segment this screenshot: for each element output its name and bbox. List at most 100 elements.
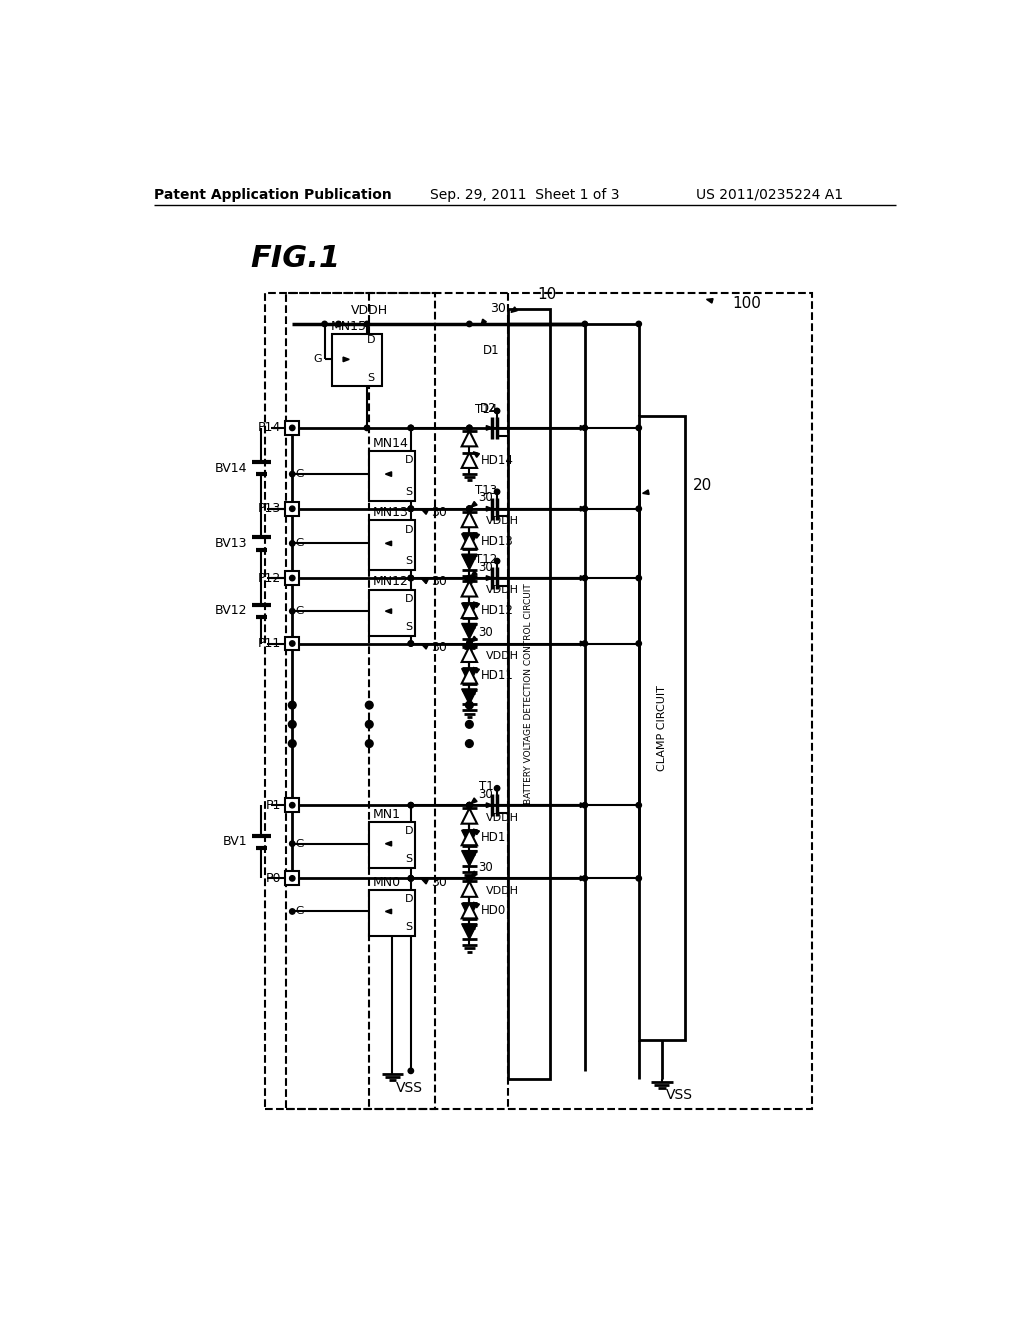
Circle shape: [366, 701, 373, 709]
Text: VDDH: VDDH: [486, 651, 519, 661]
Text: D: D: [406, 826, 414, 837]
Circle shape: [583, 425, 588, 430]
Polygon shape: [462, 533, 477, 549]
Polygon shape: [581, 642, 587, 645]
Circle shape: [366, 721, 373, 729]
Circle shape: [409, 875, 414, 880]
Text: MN14: MN14: [373, 437, 409, 450]
Circle shape: [466, 701, 473, 709]
Text: S: S: [406, 622, 413, 631]
Circle shape: [409, 425, 414, 430]
Circle shape: [290, 506, 295, 511]
Polygon shape: [581, 803, 587, 808]
Polygon shape: [462, 603, 477, 619]
Circle shape: [636, 321, 641, 326]
Circle shape: [636, 425, 641, 430]
Text: VDDH: VDDH: [486, 813, 519, 822]
Text: T13: T13: [475, 483, 498, 496]
Polygon shape: [462, 581, 477, 597]
Text: G: G: [295, 838, 304, 849]
Text: CLAMP CIRCUIT: CLAMP CIRCUIT: [656, 685, 667, 771]
Circle shape: [583, 321, 588, 326]
Polygon shape: [643, 490, 649, 495]
Circle shape: [467, 321, 472, 326]
Circle shape: [290, 875, 295, 880]
Text: 30: 30: [431, 506, 446, 519]
Circle shape: [366, 739, 373, 747]
Text: 30: 30: [478, 626, 494, 639]
Text: BV14: BV14: [215, 462, 248, 475]
Text: T14: T14: [475, 403, 498, 416]
Text: 20: 20: [692, 478, 712, 494]
Text: 10: 10: [538, 288, 556, 302]
Text: HD13: HD13: [481, 535, 514, 548]
Text: 30: 30: [478, 788, 494, 801]
Circle shape: [290, 576, 295, 581]
Text: VSS: VSS: [396, 1081, 423, 1094]
Text: T12: T12: [475, 553, 498, 566]
Circle shape: [467, 875, 472, 880]
Circle shape: [467, 506, 472, 511]
Text: G: G: [295, 606, 304, 616]
Circle shape: [467, 576, 472, 581]
Polygon shape: [462, 668, 477, 684]
Text: 30: 30: [478, 491, 494, 504]
Text: VSS: VSS: [666, 1089, 692, 1102]
Polygon shape: [473, 451, 479, 457]
Text: 30: 30: [431, 576, 446, 589]
Text: BV13: BV13: [215, 537, 248, 550]
Circle shape: [467, 875, 472, 880]
Polygon shape: [462, 689, 477, 705]
Polygon shape: [422, 879, 428, 884]
Text: US 2011/0235224 A1: US 2011/0235224 A1: [696, 187, 843, 202]
Circle shape: [636, 576, 641, 581]
Text: HD11: HD11: [481, 669, 514, 682]
Text: D: D: [406, 894, 414, 904]
Circle shape: [495, 408, 500, 413]
Bar: [286, 871, 299, 886]
Polygon shape: [471, 871, 477, 876]
Circle shape: [409, 875, 414, 880]
Circle shape: [409, 576, 414, 581]
Circle shape: [336, 321, 341, 326]
Text: VDDH: VDDH: [486, 585, 519, 595]
Circle shape: [466, 721, 473, 729]
Text: HD12: HD12: [481, 603, 514, 616]
Circle shape: [636, 875, 641, 880]
Text: 30: 30: [490, 302, 506, 315]
Polygon shape: [581, 425, 587, 430]
Text: HD1: HD1: [481, 832, 506, 843]
Circle shape: [467, 506, 472, 511]
Text: G: G: [295, 907, 304, 916]
Text: 30: 30: [431, 875, 446, 888]
Circle shape: [290, 841, 295, 846]
Polygon shape: [581, 876, 587, 880]
Polygon shape: [385, 841, 391, 846]
Text: HD14: HD14: [481, 454, 514, 467]
Polygon shape: [462, 830, 477, 846]
Bar: [286, 502, 299, 516]
Bar: [639, 416, 685, 1040]
Polygon shape: [343, 358, 349, 362]
Text: VDDH: VDDH: [486, 886, 519, 896]
Text: HD0: HD0: [481, 904, 506, 917]
Text: S: S: [406, 854, 413, 865]
Circle shape: [467, 640, 472, 647]
Polygon shape: [462, 850, 477, 866]
Polygon shape: [473, 533, 479, 539]
Text: T1: T1: [479, 780, 494, 793]
Circle shape: [583, 875, 588, 880]
Text: D1: D1: [483, 345, 500, 358]
Bar: [286, 421, 299, 434]
Polygon shape: [462, 623, 477, 639]
Polygon shape: [462, 453, 477, 469]
Circle shape: [467, 803, 472, 808]
Text: D: D: [406, 455, 414, 465]
Circle shape: [409, 640, 414, 647]
Bar: [370, 590, 416, 636]
Text: 30: 30: [478, 561, 494, 574]
Polygon shape: [462, 924, 477, 940]
Circle shape: [467, 506, 472, 511]
Text: BV1: BV1: [223, 836, 248, 849]
Circle shape: [409, 506, 414, 511]
